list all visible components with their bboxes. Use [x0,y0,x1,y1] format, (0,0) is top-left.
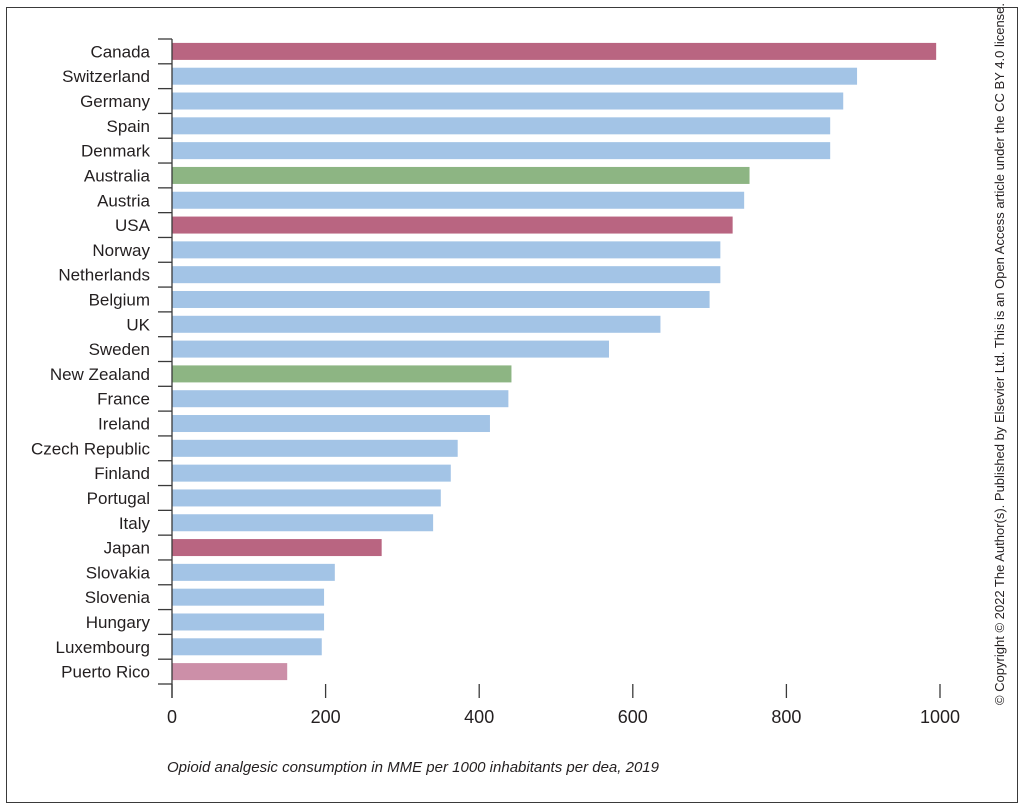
bar-usa [172,216,733,234]
category-label: Austria [97,191,150,210]
x-tick-label: 1000 [920,707,960,727]
bar-italy [172,514,434,532]
bar-slovakia [172,563,335,581]
bar-ireland [172,415,490,433]
category-label: Netherlands [58,266,150,285]
category-label: Slovenia [85,588,151,607]
bar-japan [172,539,382,557]
category-label: UK [126,315,150,334]
category-label: Germany [80,92,150,111]
bar-hungary [172,613,325,631]
x-tick-label: 0 [167,707,177,727]
y-axis: Canada Switzerland Germany Spain Denmark Aust… [31,38,173,698]
category-label: Canada [90,42,150,61]
bar-germany [172,92,844,110]
category-label: Hungary [86,613,151,632]
x-axis: 0 200 400 600 800 1000 [167,684,960,727]
bar-denmark [172,142,831,160]
category-label: USA [115,216,151,235]
bar-portugal [172,489,441,507]
bar-norway [172,241,721,259]
category-label: Portugal [87,489,150,508]
bars-group [172,42,937,681]
category-label: Puerto Rico [61,663,150,682]
figure-frame [6,7,1018,803]
category-label: Czech Republic [31,439,151,458]
category-label: Italy [119,514,151,533]
bar-czech-republic [172,439,458,457]
bar-switzerland [172,67,858,85]
category-label: Slovakia [86,563,151,582]
x-tick-label: 200 [311,707,341,727]
x-axis-title: Opioid analgesic consumption in MME per … [167,759,660,776]
bar-australia [172,166,750,184]
category-label: Switzerland [62,67,150,86]
bar-puerto-rico [172,663,288,681]
bar-sweden [172,340,609,358]
category-label: Ireland [98,415,150,434]
x-tick-label: 600 [618,707,648,727]
x-tick-label: 800 [771,707,801,727]
category-label: Norway [92,241,150,260]
bar-new-zealand [172,365,512,383]
category-label: Belgium [89,290,150,309]
category-label: Denmark [81,142,150,161]
copyright-notice: © Copyright © 2022 The Author(s). Publis… [992,3,1007,705]
bar-canada [172,42,937,60]
category-label: Sweden [89,340,150,359]
bar-uk [172,315,661,333]
bar-slovenia [172,588,325,606]
bar-belgium [172,290,710,308]
category-label: Japan [104,539,150,558]
category-label: Spain [107,117,150,136]
bar-finland [172,464,451,482]
bar-netherlands [172,266,721,284]
category-label: Australia [84,166,151,185]
bar-france [172,390,509,408]
category-label: New Zealand [50,365,150,384]
bar-spain [172,117,831,135]
x-tick-label: 400 [464,707,494,727]
category-label: France [97,390,150,409]
bar-austria [172,191,745,209]
bar-luxembourg [172,638,322,656]
category-label: Finland [94,464,150,483]
category-label: Luxembourg [55,638,150,657]
